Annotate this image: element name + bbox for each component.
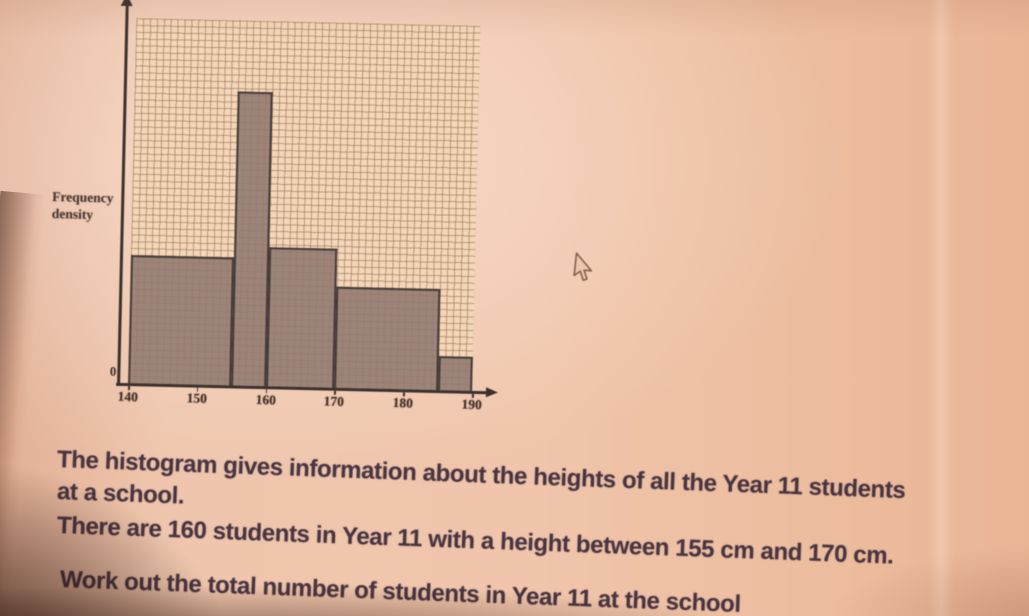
histogram-bar — [334, 286, 440, 391]
histogram-bar — [265, 247, 338, 388]
x-tick-label: 180 — [392, 394, 414, 411]
mouse-pointer-icon — [573, 252, 593, 281]
x-tick-label: 190 — [461, 396, 483, 413]
plot-grid-area — [128, 18, 481, 391]
question-text-line-3: There are 160 students in Year 11 with a… — [56, 512, 894, 570]
histogram-bar — [128, 254, 235, 386]
question-text-line-2: at a school. — [56, 478, 185, 510]
x-tick-labels: 140 150 160 170 180 190 — [105, 0, 509, 412]
x-tick-label: 160 — [254, 391, 276, 408]
y-axis-title: Frequency density — [51, 188, 114, 222]
histogram-bar — [437, 356, 473, 391]
x-axis-arrow-icon — [485, 387, 499, 398]
x-tick-label: 170 — [323, 393, 345, 410]
question-text-line-4: Work out the total number of students in… — [59, 566, 742, 616]
x-tick-label: 150 — [186, 390, 208, 407]
x-tick-label: 140 — [117, 388, 139, 405]
origin-label: 0 — [109, 363, 117, 379]
histogram-chart: 0 140 150 160 170 180 190 — [95, 0, 509, 433]
